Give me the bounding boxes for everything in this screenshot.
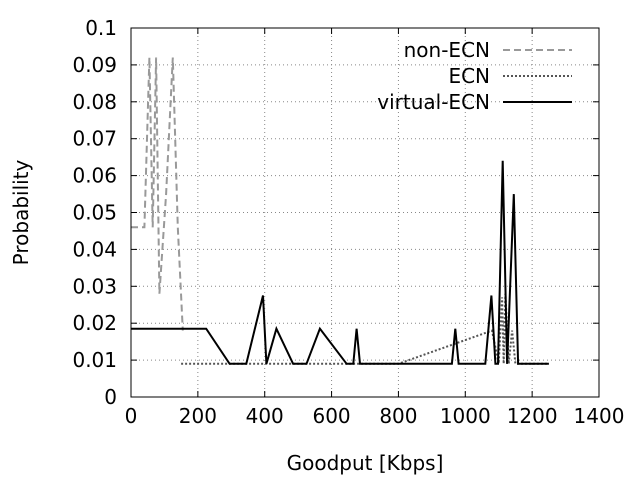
plot-frame xyxy=(130,27,600,398)
x-tick-label: 0 xyxy=(125,404,138,428)
grid xyxy=(131,28,599,397)
legend-label: virtual-ECN xyxy=(377,90,490,114)
y-tick-label: 0.03 xyxy=(72,274,117,298)
y-tick-label: 0.05 xyxy=(72,201,117,225)
x-tick-label: 600 xyxy=(312,404,350,428)
y-tick-label: 0.08 xyxy=(72,90,117,114)
y-tick-label: 0.02 xyxy=(72,311,117,335)
x-tick-label: 1400 xyxy=(574,404,625,428)
y-tick-label: 0.1 xyxy=(85,16,117,40)
x-axis-title: Goodput [Kbps] xyxy=(287,451,444,475)
series-line-virtual-ecn xyxy=(131,160,549,365)
series-group xyxy=(131,57,549,365)
legend-label: non-ECN xyxy=(404,38,490,62)
y-tick-label: 0.04 xyxy=(72,237,117,261)
x-tick-label: 200 xyxy=(179,404,217,428)
axis-ticks: 0 200 400 600 800 1000 1200 1400 0 0.01 0.02 0.03 0.… xyxy=(72,16,624,428)
y-tick-label: 0.07 xyxy=(72,127,117,151)
legend-label: ECN xyxy=(448,64,490,88)
x-tick-label: 1000 xyxy=(440,404,491,428)
y-tick-label: 0.01 xyxy=(72,348,117,372)
x-tick-label: 400 xyxy=(246,404,284,428)
y-axis-title: Probability xyxy=(9,159,33,265)
series-line-non-ecn xyxy=(131,57,184,331)
y-tick-label: 0.09 xyxy=(72,53,117,77)
y-tick-label: 0 xyxy=(104,385,117,409)
x-tick-label: 1200 xyxy=(507,404,558,428)
y-tick-label: 0.06 xyxy=(72,164,117,188)
series-line-ecn xyxy=(181,293,549,365)
x-tick-label: 800 xyxy=(379,404,417,428)
